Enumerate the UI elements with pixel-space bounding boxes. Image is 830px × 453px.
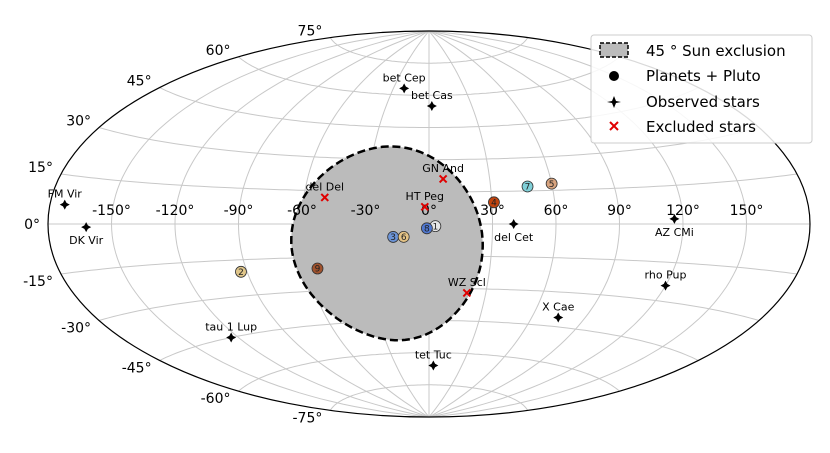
latitude-tick-label: -15° — [23, 274, 53, 290]
planet-number-label: 7 — [525, 183, 531, 193]
planet-number-label: 2 — [238, 268, 244, 278]
longitude-gridline — [174, 31, 430, 417]
observed-star-marker — [553, 312, 564, 323]
planet-number-label: 4 — [491, 198, 497, 208]
latitude-tick-label: 45° — [127, 74, 152, 90]
observed-star-marker — [508, 219, 519, 229]
longitude-gridline — [428, 31, 557, 417]
planet-marker — [521, 180, 534, 193]
excluded-star-marker — [438, 174, 448, 184]
sun-exclusion-zone — [290, 145, 484, 342]
observed-star-marker — [399, 83, 410, 94]
longitude-tick-label: -120° — [156, 203, 195, 219]
planet-marker — [311, 262, 324, 275]
longitude-tick-label: 60° — [544, 203, 569, 219]
longitude-tick-label: 30° — [480, 203, 505, 219]
planet-number-label: 6 — [401, 233, 407, 243]
exclusion-circle — [290, 145, 484, 342]
longitude-gridline — [428, 31, 621, 417]
latitude-tick-label: 60° — [206, 43, 231, 59]
latitude-tick-label: 0° — [24, 217, 40, 233]
longitude-tick-label: -60° — [287, 203, 317, 219]
planet-number-label: 1 — [432, 222, 438, 232]
planet-number-label: 5 — [549, 180, 555, 190]
excluded-star-marker — [420, 202, 430, 212]
legend-excluded-label: Excluded stars — [646, 118, 756, 136]
latitude-tick-label: 15° — [28, 160, 53, 176]
star-name-label: HT Peg — [406, 190, 444, 203]
legend-planets-marker — [609, 71, 619, 81]
latitude-tick-label: 75° — [298, 24, 323, 40]
latitude-tick-label: -60° — [201, 391, 231, 407]
legend-observed-marker — [607, 96, 621, 108]
excluded-star-marker — [320, 193, 329, 202]
latitude-tick-label: 30° — [66, 114, 91, 130]
observed-star-marker — [660, 280, 671, 291]
longitude-tick-label: -30° — [351, 203, 381, 219]
observed-star-marker — [226, 332, 237, 343]
star-name-label: tau 1 Lup — [205, 321, 257, 334]
star-name-label: GN And — [422, 162, 464, 175]
planet-marker — [397, 230, 410, 243]
legend-planets-label: Planets + Pluto — [646, 67, 761, 85]
planet-marker — [488, 196, 500, 209]
latitude-tick-label: -30° — [61, 321, 91, 337]
map-boundary — [47, 30, 811, 418]
legend-observed-label: Observed stars — [646, 93, 760, 111]
star-name-label: bet Cep — [383, 71, 426, 84]
planet-marker — [545, 177, 558, 190]
legend-exclusion-swatch — [599, 42, 629, 58]
longitude-gridline — [428, 31, 684, 417]
latitude-tick-label: -45° — [122, 360, 152, 376]
legend-excluded-marker — [609, 121, 619, 131]
longitude-tick-label: 150° — [730, 203, 764, 219]
star-name-label: WZ Scl — [448, 276, 486, 289]
tick-labels: 150° 120° 90° 60° 30° 0° -30° -60° -90° -120° -150… — [23, 24, 763, 427]
longitude-tick-label: 90° — [607, 203, 632, 219]
observed-star-marker — [81, 222, 92, 233]
longitude-tick-label: -90° — [224, 203, 254, 219]
planet-number-label: 9 — [315, 265, 321, 275]
star-name-label: del Del — [305, 180, 344, 193]
observed-star-marker — [426, 101, 437, 112]
longitude-gridline — [428, 31, 493, 417]
planet-marker — [235, 265, 247, 278]
latitude-tick-label: -75° — [293, 410, 323, 426]
star-name-label: DK Vir — [69, 234, 104, 247]
star-name-label: X Cae — [542, 300, 574, 313]
star-name-label: tet Tuc — [415, 349, 452, 362]
data-marks: 1 2 3 4 5 6 7 8 9 bet Cep bet Cas AZ CMi del Cet FM V… — [48, 71, 694, 371]
excluded-star-marker — [462, 288, 472, 298]
legend: 45 ° Sun exclusion Planets + Pluto Obser… — [590, 34, 813, 144]
planet-marker — [420, 222, 433, 235]
observed-star-marker — [59, 199, 70, 210]
legend-exclusion-label: 45 ° Sun exclusion — [646, 42, 786, 60]
star-name-label: AZ CMi — [655, 226, 694, 239]
star-name-label: bet Cas — [411, 89, 453, 102]
longitude-tick-label: 120° — [666, 203, 700, 219]
planet-number-label: 3 — [390, 233, 396, 243]
planet-number-label: 8 — [424, 224, 430, 234]
observed-star-marker — [428, 360, 439, 371]
longitude-gridline — [237, 31, 430, 417]
star-name-label: FM Vir — [48, 188, 83, 201]
longitude-gridline — [110, 31, 430, 417]
star-name-label: del Cet — [494, 231, 534, 244]
legend-frame — [590, 34, 813, 144]
longitude-tick-label: -150° — [92, 203, 131, 219]
observed-star-marker — [669, 213, 680, 224]
star-name-label: rho Pup — [645, 269, 687, 282]
